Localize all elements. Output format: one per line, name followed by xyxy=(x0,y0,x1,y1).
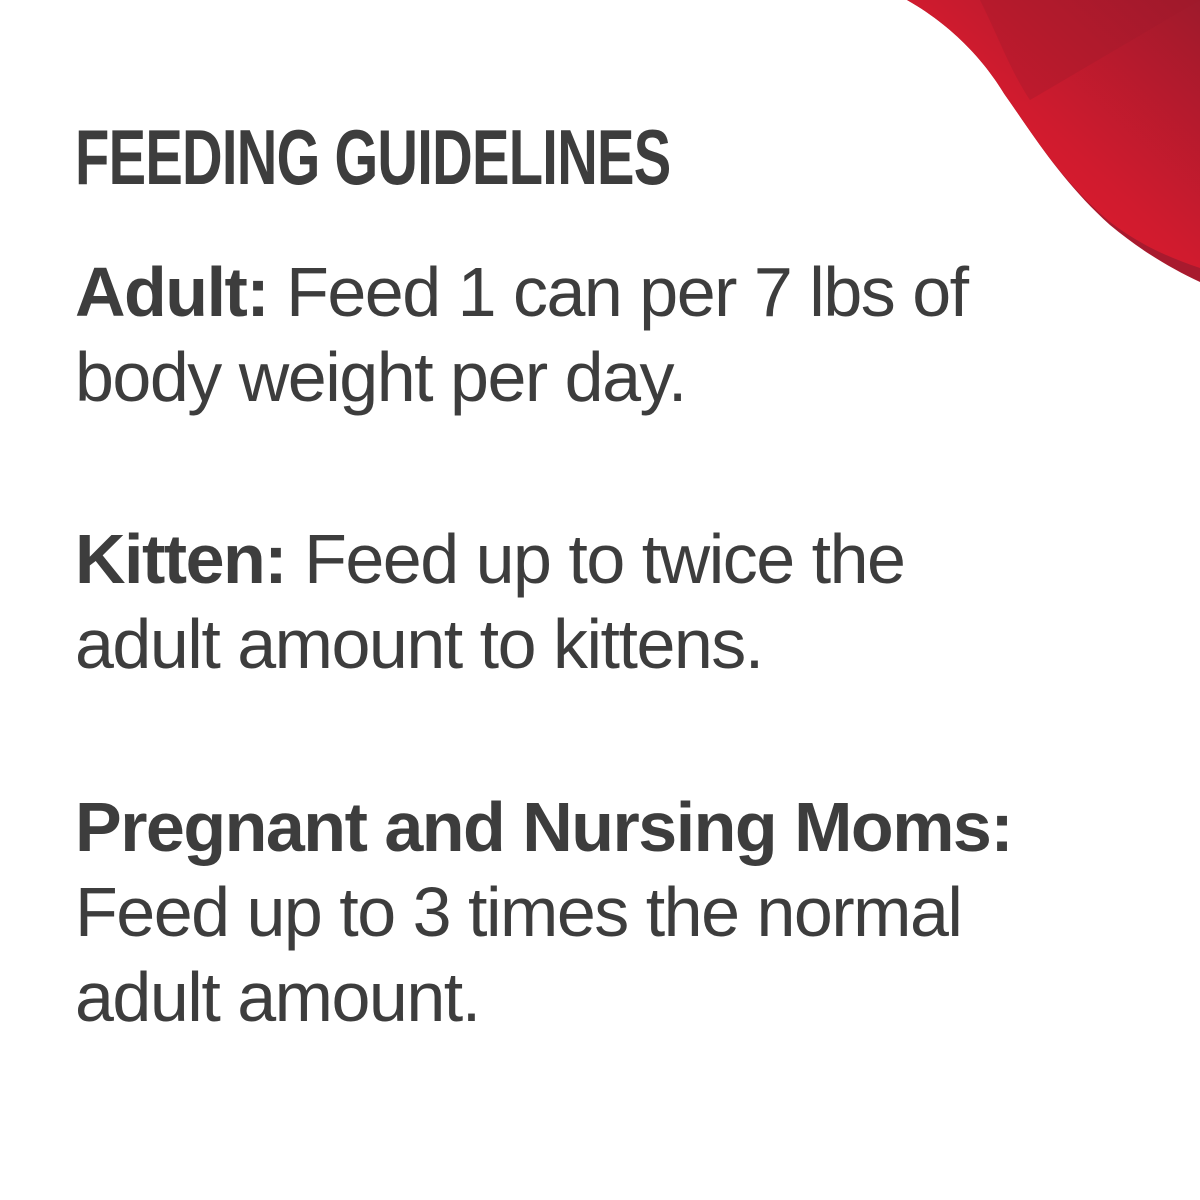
adult-text-line-1: Feed 1 can per 7 lbs of xyxy=(286,253,969,331)
kitten-label: Kitten: xyxy=(75,520,288,598)
adult-label: Adult: xyxy=(75,253,270,331)
pregnant-nursing-text-line-2: adult amount. xyxy=(75,958,481,1036)
pregnant-nursing-label: Pregnant and Nursing Moms: xyxy=(75,788,1014,866)
kitten-guideline: Kitten: Feed up to twice the adult amoun… xyxy=(75,517,906,687)
adult-text-line-2: body weight per day. xyxy=(75,338,687,416)
kitten-text-line-1: Feed up to twice the xyxy=(304,520,906,598)
adult-guideline: Adult: Feed 1 can per 7 lbs of body weig… xyxy=(75,250,969,420)
pregnant-nursing-guideline: Pregnant and Nursing Moms: Feed up to 3 … xyxy=(75,785,1014,1040)
kitten-text-line-2: adult amount to kittens. xyxy=(75,605,764,683)
pregnant-nursing-text-line-1: Feed up to 3 times the normal xyxy=(75,873,963,951)
page-title: FEEDING GUIDELINES xyxy=(75,113,671,201)
